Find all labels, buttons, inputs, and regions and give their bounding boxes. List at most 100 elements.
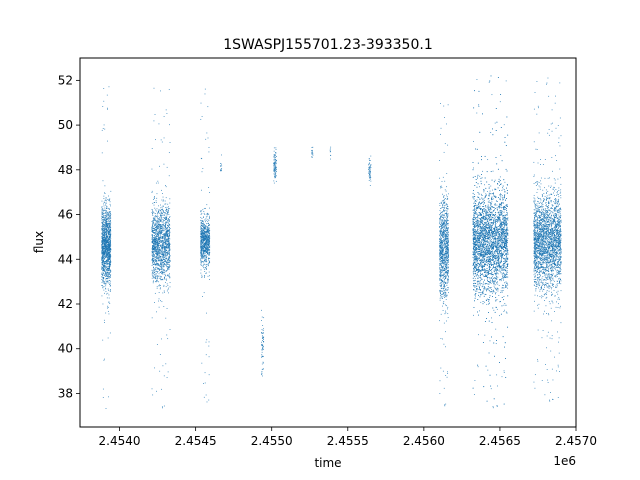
data-point: [154, 263, 156, 265]
data-point: [201, 234, 202, 235]
data-point: [161, 272, 163, 274]
data-point: [162, 262, 163, 263]
data-point: [151, 238, 153, 239]
data-point: [156, 232, 158, 234]
data-point: [164, 222, 166, 224]
data-point: [156, 229, 158, 231]
data-point: [106, 248, 108, 250]
data-point: [204, 242, 205, 244]
data-point: [157, 234, 159, 236]
data-point: [202, 251, 204, 252]
data-point: [103, 212, 105, 214]
data-point: [441, 252, 443, 254]
data-point: [274, 154, 275, 156]
data-point: [447, 231, 449, 233]
data-point: [446, 246, 448, 248]
data-point: [110, 214, 112, 215]
data-point: [108, 249, 109, 251]
data-point: [158, 244, 160, 246]
data-point: [108, 240, 110, 242]
data-point: [155, 252, 157, 254]
data-point: [445, 293, 447, 295]
data-point: [448, 271, 449, 272]
data-point: [444, 270, 446, 272]
data-point: [109, 229, 111, 231]
data-point: [165, 237, 166, 239]
data-point: [106, 226, 107, 228]
data-point: [440, 245, 442, 246]
data-point: [104, 268, 106, 270]
data-point: [109, 277, 111, 279]
data-point: [154, 232, 155, 233]
data-point: [207, 238, 209, 240]
data-point: [443, 343, 445, 345]
data-point: [158, 123, 160, 125]
data-point: [151, 221, 153, 222]
data-point: [103, 230, 105, 232]
data-point: [165, 229, 166, 231]
data-point: [201, 246, 202, 248]
data-point: [152, 213, 153, 215]
data-point: [443, 264, 445, 266]
data-point: [273, 162, 275, 164]
data-point: [102, 267, 104, 269]
data-point: [311, 150, 313, 151]
data-point: [167, 274, 168, 276]
data-point: [206, 339, 208, 341]
data-point: [160, 261, 162, 263]
data-point: [274, 169, 276, 171]
data-point: [152, 273, 154, 275]
data-point: [106, 214, 108, 216]
data-point: [156, 311, 157, 313]
data-point: [443, 207, 444, 209]
data-point: [104, 236, 105, 238]
data-point: [165, 246, 167, 247]
data-point: [204, 233, 206, 235]
data-point: [106, 234, 107, 236]
data-point: [445, 304, 446, 306]
data-point: [273, 169, 275, 170]
data-point: [152, 270, 154, 271]
data-point: [442, 288, 444, 290]
data-point: [152, 249, 154, 251]
data-point: [163, 199, 164, 201]
data-point: [102, 234, 104, 236]
data-point: [262, 344, 263, 346]
data-point: [168, 259, 169, 261]
data-point: [160, 285, 161, 286]
data-point: [439, 297, 441, 299]
data-point: [167, 284, 169, 286]
data-point: [153, 259, 155, 261]
data-point: [167, 218, 169, 220]
data-point: [108, 255, 110, 257]
data-point: [200, 252, 202, 254]
data-point: [202, 222, 204, 224]
data-point: [108, 254, 110, 256]
data-point: [206, 226, 208, 227]
data-point: [202, 261, 203, 262]
data-point: [204, 230, 205, 232]
data-point: [107, 230, 109, 232]
data-point: [166, 255, 168, 256]
data-point: [201, 224, 203, 226]
data-point: [104, 227, 106, 229]
data-point: [274, 166, 275, 168]
data-point: [205, 248, 207, 249]
data-point: [167, 250, 169, 252]
data-point: [440, 251, 442, 253]
data-point: [108, 268, 110, 270]
data-point: [442, 310, 444, 311]
data-point: [160, 254, 162, 256]
data-point: [109, 199, 110, 201]
data-point: [439, 210, 441, 211]
data-point: [220, 169, 222, 171]
data-point: [205, 249, 207, 251]
data-point: [163, 290, 165, 292]
data-point: [106, 249, 108, 251]
data-point: [162, 255, 164, 257]
data-point: [169, 255, 171, 257]
data-point: [204, 219, 206, 221]
data-point: [443, 322, 445, 324]
data-point: [439, 299, 441, 301]
data-point: [158, 252, 160, 254]
